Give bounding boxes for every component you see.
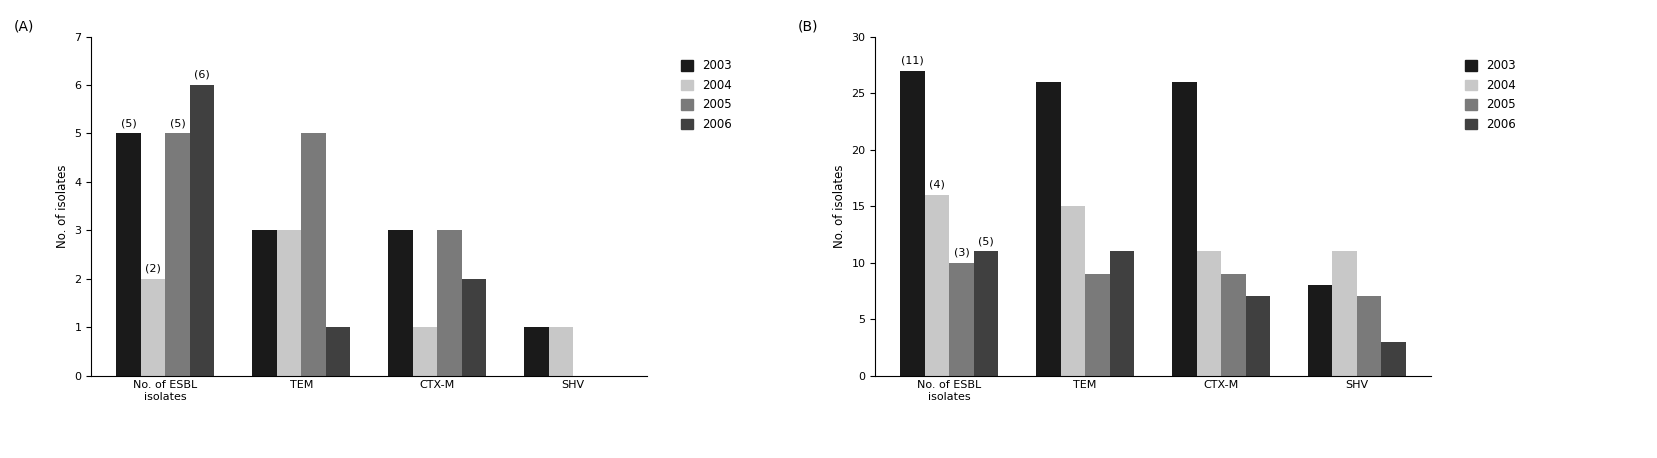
Bar [1060,206,1085,376]
Bar [1110,251,1133,376]
Bar [1382,342,1405,376]
Bar [548,327,573,376]
Bar [1196,251,1221,376]
Legend: 2003, 2004, 2005, 2006: 2003, 2004, 2005, 2006 [681,60,732,131]
Text: (4): (4) [930,180,944,190]
Text: (5): (5) [978,236,994,246]
Bar [252,230,277,376]
Text: (B): (B) [797,20,819,34]
Bar [277,230,302,376]
Text: (6): (6) [194,70,210,80]
Bar [1221,274,1246,376]
Text: (5): (5) [169,118,186,128]
Bar [925,195,949,376]
Y-axis label: No. of isolates: No. of isolates [833,164,845,248]
Bar [949,262,974,376]
Y-axis label: No. of isolates: No. of isolates [56,164,68,248]
Bar [1171,82,1196,376]
Bar [1357,296,1382,376]
Bar [302,133,326,376]
Bar [462,279,486,376]
Text: (11): (11) [901,55,925,65]
Text: (3): (3) [954,247,969,257]
Bar [413,327,437,376]
Bar [1307,285,1332,376]
Bar [166,133,191,376]
Bar [1246,296,1269,376]
Bar [191,85,214,376]
Bar [974,251,998,376]
Bar [116,133,141,376]
Bar [326,327,350,376]
Text: (5): (5) [121,118,136,128]
Bar [524,327,548,376]
Bar [1332,251,1357,376]
Bar [141,279,166,376]
Bar [1085,274,1110,376]
Bar [437,230,462,376]
Text: (2): (2) [146,264,161,273]
Text: (A): (A) [13,20,33,34]
Legend: 2003, 2004, 2005, 2006: 2003, 2004, 2005, 2006 [1465,60,1516,131]
Bar [900,71,925,376]
Bar [388,230,413,376]
Bar [1036,82,1060,376]
